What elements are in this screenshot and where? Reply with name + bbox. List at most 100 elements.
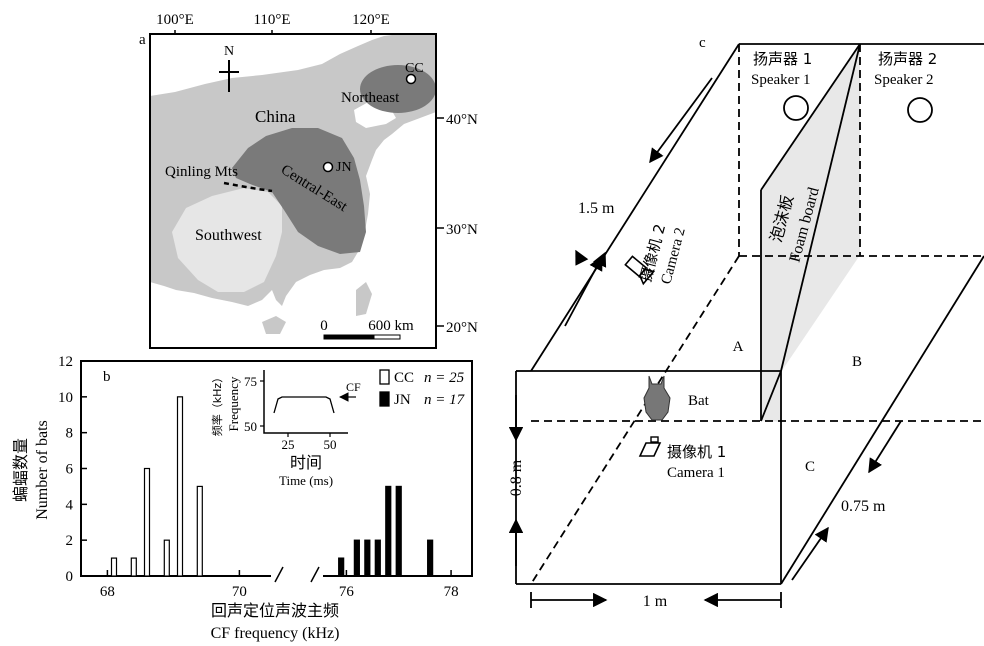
bar-jn xyxy=(385,485,392,577)
southwest-label: Southwest xyxy=(195,227,262,244)
zone-c-label: C xyxy=(805,459,815,475)
bar-jn xyxy=(427,539,434,577)
dim-width-label: 1 m xyxy=(643,593,668,610)
dim-length-label: 1.5 m xyxy=(578,200,615,217)
jn-label: JN xyxy=(336,160,352,175)
map-frame: N China Northeast CC JN Qinling Mts Cent… xyxy=(150,34,436,348)
inset-ylabel-en: Frequency xyxy=(226,376,241,431)
foam-board xyxy=(760,44,860,422)
northeast-label: Northeast xyxy=(341,90,400,106)
y-tick-label: 12 xyxy=(58,354,73,370)
scale-zero-label: 0 xyxy=(320,318,328,334)
inset-cf-label: CF xyxy=(346,380,361,394)
camera1-icon xyxy=(638,436,662,457)
y-tick-label: 8 xyxy=(66,426,74,442)
china-label: China xyxy=(255,107,296,126)
inset-spectrogram: 频率（kHz） Frequency 75 50 25 50 CF 时间 Time… xyxy=(210,370,361,488)
panel-a-map: a 100°E 110°E 120°E 40°N 30°N 20°N N xyxy=(139,12,478,349)
qinling-label: Qinling Mts xyxy=(165,164,238,180)
bar-cc xyxy=(163,539,170,577)
xlabel-cn: 回声定位声波主频 xyxy=(211,601,339,620)
legend-n-cc: n = 25 xyxy=(424,370,465,386)
taiwan-island xyxy=(356,282,372,316)
y-tick-label: 0 xyxy=(66,569,74,585)
box-outline xyxy=(515,43,984,585)
x-tick-label: 78 xyxy=(444,584,459,600)
camera1-label-cn: 摄像机 1 xyxy=(667,443,726,461)
speaker2-label-cn: 扬声器 2 xyxy=(878,50,937,68)
panel-a-label: a xyxy=(139,32,146,48)
north-label: N xyxy=(224,44,234,59)
y-tick-label: 4 xyxy=(66,497,74,513)
inset-ytick-75: 75 xyxy=(244,374,257,389)
lat-label-40: 40°N xyxy=(446,112,478,128)
bar-cc xyxy=(196,485,203,577)
x-tick-label: 70 xyxy=(232,584,247,600)
dimension-arrows xyxy=(508,77,902,608)
northeast-region xyxy=(360,65,436,113)
inset-xtick-25: 25 xyxy=(282,437,295,452)
cc-label: CC xyxy=(405,61,424,76)
ylabel-en: Number of bats xyxy=(34,420,51,520)
camera2-icon xyxy=(624,255,656,286)
inset-xlabel-cn: 时间 xyxy=(290,453,322,472)
panel-b-label: b xyxy=(103,369,111,385)
x-tick-label: 68 xyxy=(100,584,115,600)
inset-xlabel-en: Time (ms) xyxy=(279,473,333,488)
inset-ylabel-cn: 频率（kHz） xyxy=(210,372,224,436)
hainan-island xyxy=(262,316,286,334)
panel-c-setup: c 扬声器 1 Speaker 1 xyxy=(508,35,984,610)
bat-icon xyxy=(643,375,671,421)
southwest-region xyxy=(172,188,282,292)
lon-label-100: 100°E xyxy=(156,12,194,28)
inset-xtick-50: 50 xyxy=(324,437,337,452)
inset-ytick-50: 50 xyxy=(244,419,257,434)
x-tick-label: 76 xyxy=(339,584,355,600)
y-tick-label: 2 xyxy=(66,533,74,549)
north-arrow-icon xyxy=(219,60,239,92)
dim-height-label: 0.8 m xyxy=(508,459,525,496)
y-tick-label: 6 xyxy=(66,462,74,478)
lon-label-110: 110°E xyxy=(253,12,290,28)
bat-label: Bat xyxy=(688,393,710,409)
y-axis-ticks: 0 2 4 6 8 10 12 xyxy=(58,354,87,585)
lat-label-30: 30°N xyxy=(446,222,478,238)
panel-b-chart: b 蝙蝠数量 Number of bats 回声定位声波主频 CF freque… xyxy=(11,354,473,642)
bar-jn xyxy=(374,539,381,577)
panel-c-label: c xyxy=(699,35,706,51)
scale-bar-black xyxy=(323,334,375,340)
bar-jn xyxy=(338,557,345,577)
bar-cc xyxy=(110,557,118,577)
speaker2-icon xyxy=(907,97,933,123)
scale-bar-white xyxy=(373,334,401,340)
legend-label-jn: JN xyxy=(394,392,411,408)
bar-cc xyxy=(143,467,151,577)
inset-axes xyxy=(263,370,348,434)
legend-swatch-jn xyxy=(379,391,390,407)
legend-swatch-cc xyxy=(379,369,390,385)
speaker2-label-en: Speaker 2 xyxy=(874,72,934,88)
plot-frame xyxy=(80,360,473,577)
scale-label: 600 km xyxy=(368,318,414,334)
lon-label-120: 120°E xyxy=(352,12,390,28)
legend: CC n = 25 JN n = 17 xyxy=(379,369,466,408)
ylabel-cn: 蝙蝠数量 xyxy=(11,438,30,502)
bars-group xyxy=(110,396,434,577)
bar-cc xyxy=(176,396,184,577)
bar-cc xyxy=(130,557,137,577)
bar-jn xyxy=(353,539,360,577)
axis-break-marks xyxy=(271,566,323,583)
y-tick-label: 10 xyxy=(58,390,73,406)
speaker1-label-cn: 扬声器 1 xyxy=(753,50,812,68)
camera1-label-en: Camera 1 xyxy=(667,465,725,481)
xlabel-en: CF frequency (kHz) xyxy=(211,625,340,642)
speaker1-icon xyxy=(783,95,809,121)
jn-site-marker xyxy=(322,161,334,173)
central-east-region xyxy=(232,128,366,254)
zone-a-label: A xyxy=(733,339,744,355)
cf-call-trace xyxy=(273,396,335,414)
x-axis-ticks: 68 70 76 78 xyxy=(100,570,459,600)
map-border xyxy=(149,33,437,349)
cc-site-marker xyxy=(405,73,417,85)
